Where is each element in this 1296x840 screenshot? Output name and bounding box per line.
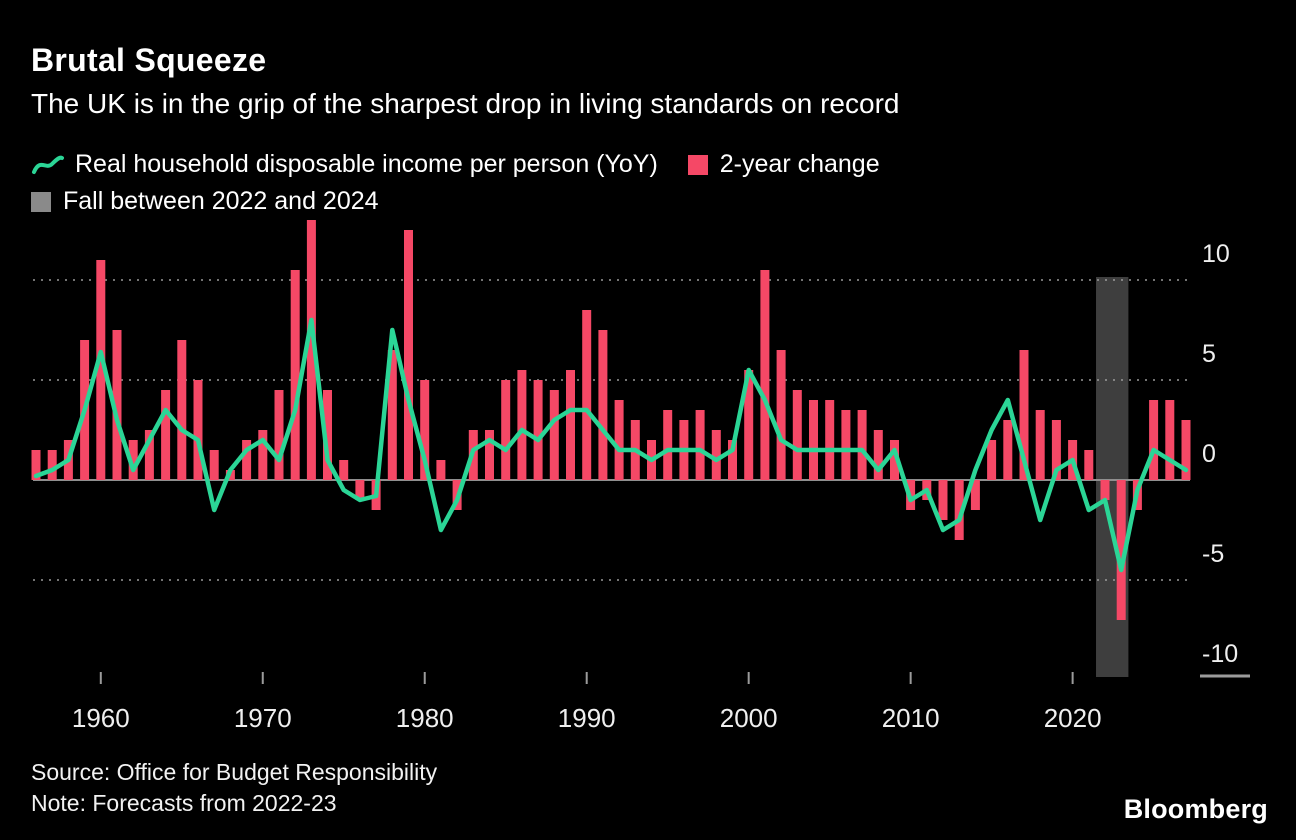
- bar-1973: [306, 220, 316, 480]
- bar-2018: [1035, 410, 1045, 480]
- legend-item-band: Fall between 2022 and 2024: [31, 187, 379, 216]
- bar-1962: [128, 440, 138, 480]
- bar-1981: [436, 460, 446, 480]
- bar-2005: [825, 400, 835, 480]
- bar-1970: [258, 430, 268, 480]
- x-axis-label-1980: 1980: [396, 703, 454, 733]
- bar-1975: [339, 460, 349, 480]
- bar-2015: [987, 440, 997, 480]
- note-line: Note: Forecasts from 2022-23: [31, 790, 337, 816]
- bar-1978: [387, 350, 397, 480]
- source-line: Source: Office for Budget Responsibility: [31, 759, 438, 785]
- bloomberg-logo: Bloomberg: [1123, 794, 1268, 824]
- bar-1992: [614, 400, 624, 480]
- bar-1969: [242, 440, 252, 480]
- y-axis-label--10: -10: [1202, 640, 1238, 668]
- bar-1998: [711, 430, 721, 480]
- x-axis-label-1960: 1960: [72, 703, 130, 733]
- bar-2026: [1165, 400, 1175, 480]
- bar-2017: [1019, 350, 1029, 480]
- legend-label-2yr: 2-year change: [719, 150, 880, 178]
- legend-item-yoy: Real household disposable income per per…: [31, 150, 658, 179]
- bar-2001: [760, 270, 770, 480]
- bar-2023: [1116, 480, 1126, 620]
- legend-row-1: Real household disposable income per per…: [31, 150, 910, 179]
- bar-2003: [792, 390, 802, 480]
- legend-row-2: Fall between 2022 and 2024: [31, 187, 910, 216]
- page-subtitle: The UK is in the grip of the sharpest dr…: [31, 88, 900, 119]
- bar-1997: [695, 410, 705, 480]
- bar-2016: [1003, 420, 1013, 480]
- bar-2004: [809, 400, 818, 480]
- bar-2006: [841, 410, 851, 480]
- yoy-line: [33, 317, 1189, 573]
- x-axis-label-1970: 1970: [234, 703, 292, 733]
- line-series-icon: [32, 155, 64, 174]
- band-swatch-icon: [31, 191, 51, 212]
- bar-1979: [404, 230, 413, 480]
- bar-1967: [209, 450, 219, 480]
- bar-2027: [1181, 420, 1191, 480]
- bar-1989: [566, 370, 575, 480]
- bar-2025: [1149, 400, 1159, 480]
- bar-1956: [31, 450, 41, 480]
- legend: Real household disposable income per per…: [31, 150, 910, 224]
- bar-2000: [744, 370, 754, 480]
- bar-1965: [177, 340, 187, 480]
- source-note: Source: Office for Budget Responsibility…: [31, 757, 437, 819]
- bar-1960: [96, 260, 106, 480]
- bar-1966: [193, 380, 203, 480]
- bar-2022: [1100, 480, 1110, 500]
- bar-1976: [355, 480, 365, 500]
- x-axis-label-2000: 2000: [720, 703, 778, 733]
- bar-2012: [938, 480, 948, 520]
- bar-1971: [274, 390, 284, 480]
- bar-2013: [954, 480, 964, 540]
- x-axis-label-1990: 1990: [558, 703, 616, 733]
- bar-1986: [517, 370, 527, 480]
- bar-series-swatch-icon: [687, 154, 708, 175]
- x-axis-label-2020: 2020: [1044, 703, 1102, 733]
- bar-1985: [501, 380, 511, 480]
- y-axis-label-0: 0: [1202, 440, 1216, 468]
- bar-1963: [144, 430, 154, 480]
- bar-2021: [1084, 450, 1094, 480]
- bar-1974: [323, 390, 332, 480]
- page-title: Brutal Squeeze: [31, 42, 267, 78]
- bar-2008: [873, 430, 883, 480]
- bar-1995: [663, 410, 673, 480]
- bar-1957: [47, 450, 57, 480]
- legend-label-band: Fall between 2022 and 2024: [63, 187, 379, 215]
- bar-1987: [533, 380, 543, 480]
- bar-2014: [970, 480, 980, 510]
- bar-1984: [485, 430, 494, 480]
- legend-label-yoy: Real household disposable income per per…: [75, 150, 658, 178]
- bar-2019: [1051, 420, 1061, 480]
- y-axis-label-10: 10: [1202, 240, 1230, 268]
- bar-1988: [549, 390, 559, 480]
- bar-1991: [598, 330, 608, 480]
- bar-1990: [582, 310, 592, 480]
- bar-1964: [161, 390, 171, 480]
- y-axis-label-5: 5: [1202, 340, 1216, 368]
- bar-2002: [776, 350, 786, 480]
- bar-1999: [728, 440, 737, 480]
- bar-1961: [112, 330, 122, 480]
- bar-2007: [857, 410, 867, 480]
- legend-item-2yr: 2-year change: [687, 150, 880, 179]
- bar-2009: [890, 440, 899, 480]
- y-axis-label--5: -5: [1202, 540, 1224, 568]
- bar-1980: [420, 380, 430, 480]
- x-axis-label-2010: 2010: [882, 703, 940, 733]
- bar-1972: [290, 270, 300, 480]
